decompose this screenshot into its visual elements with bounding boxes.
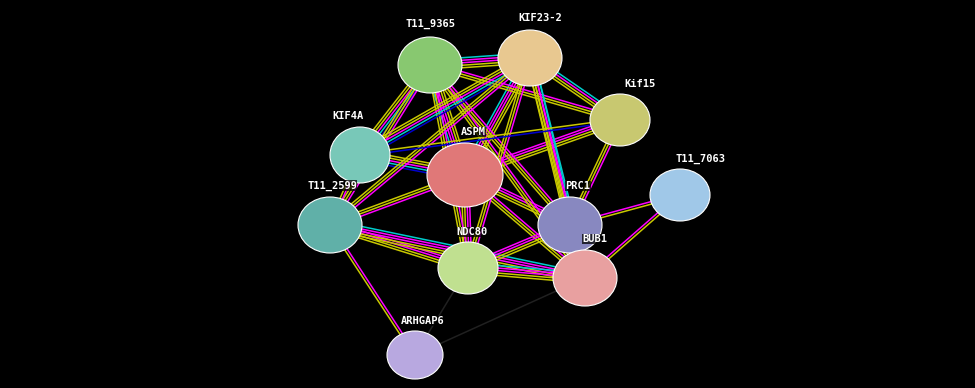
Ellipse shape: [438, 242, 498, 294]
Text: BUB1: BUB1: [582, 234, 607, 244]
Text: T11_2599: T11_2599: [307, 181, 357, 191]
Text: PRC1: PRC1: [566, 181, 591, 191]
Ellipse shape: [498, 30, 562, 86]
Text: Kif15: Kif15: [624, 79, 655, 89]
Text: T11_9365: T11_9365: [405, 19, 455, 29]
Ellipse shape: [398, 37, 462, 93]
Ellipse shape: [330, 127, 390, 183]
Ellipse shape: [650, 169, 710, 221]
Ellipse shape: [538, 197, 602, 253]
Text: KIF4A: KIF4A: [332, 111, 364, 121]
Ellipse shape: [427, 143, 503, 207]
Ellipse shape: [590, 94, 650, 146]
Text: T11_7063: T11_7063: [675, 154, 725, 164]
Ellipse shape: [298, 197, 362, 253]
Ellipse shape: [553, 250, 617, 306]
Text: ARHGAP6: ARHGAP6: [401, 316, 445, 326]
Ellipse shape: [387, 331, 443, 379]
Text: ASPM: ASPM: [460, 127, 486, 137]
Text: KIF23-2: KIF23-2: [518, 13, 562, 23]
Text: NDC80: NDC80: [456, 227, 488, 237]
